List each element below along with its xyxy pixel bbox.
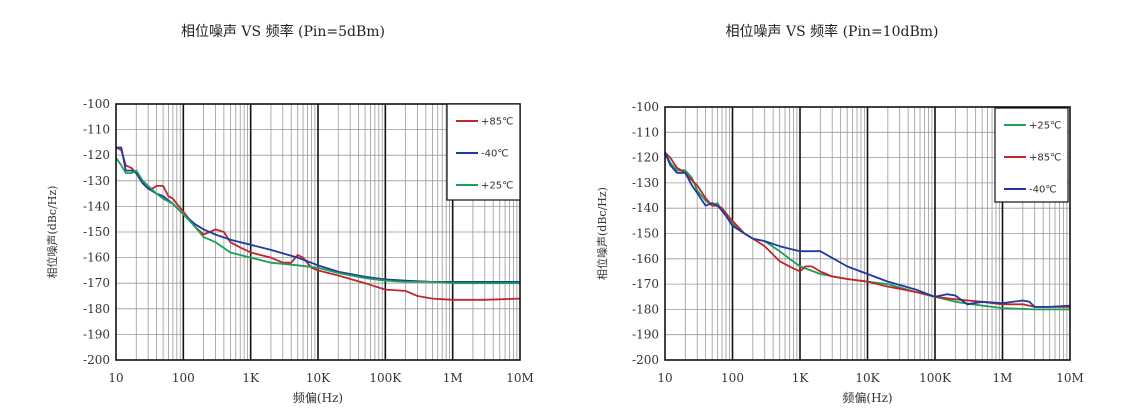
x-tick-label: 100K	[369, 371, 402, 385]
y-tick-label: -200	[83, 353, 110, 367]
grid-lines	[116, 104, 520, 360]
series-line-2	[115, 157, 520, 285]
y-tick-label: -150	[83, 225, 110, 239]
legend-label: +85℃	[1029, 153, 1061, 164]
x-tick-label: 10	[108, 371, 123, 385]
chart-pin-10dbm: -100 -110 -120 -130 -140 -150 -160 -170 -180 -190…	[595, 23, 1084, 405]
y-tick-label: -190	[83, 327, 110, 341]
plot-frame	[115, 103, 521, 361]
legend-label: -40℃	[481, 149, 509, 160]
x-tick-label: 1M	[443, 371, 463, 385]
plot-frame	[664, 106, 1071, 361]
series-line-1	[116, 146, 520, 283]
legend-label: -40℃	[1029, 185, 1057, 196]
y-tick-label: -130	[632, 176, 659, 190]
x-tick-label: 1K	[242, 371, 260, 385]
x-tick-label: 100	[721, 371, 744, 385]
y-tick-label: -180	[83, 302, 110, 316]
legend: +25℃ +85℃ -40℃	[994, 107, 1069, 203]
x-tick-label: 10K	[306, 371, 331, 385]
x-tick-label: 1M	[993, 371, 1013, 385]
y-tick-label: -180	[632, 302, 659, 316]
y-tick-label: -150	[632, 227, 659, 241]
y-axis-label: 相位噪声(dBc/Hz)	[45, 186, 59, 279]
y-tick-label: -170	[632, 277, 659, 291]
legend-label: +25℃	[1029, 121, 1061, 132]
y-tick-label: -190	[632, 328, 659, 342]
x-tick-label: 10M	[1056, 371, 1084, 385]
y-tick-label: -120	[632, 151, 659, 165]
x-tick-label: 10	[657, 371, 672, 385]
y-tick-label: -130	[83, 174, 110, 188]
y-tick-label: -140	[632, 201, 659, 215]
x-axis-label: 频偏(Hz)	[293, 390, 343, 405]
y-tick-label: -110	[83, 123, 110, 137]
x-tick-label: 100	[172, 371, 195, 385]
y-tick-label: -160	[632, 252, 659, 266]
x-axis-label: 频偏(Hz)	[842, 390, 892, 405]
series-line-1	[664, 151, 1070, 308]
chart-pin-5dbm: -100 -110 -120 -130 -140 -150 -160 -170 -180 -190…	[45, 23, 534, 405]
series-line-2	[664, 152, 1071, 308]
y-tick-label: -100	[83, 97, 110, 111]
y-tick-label: -120	[83, 148, 110, 162]
legend: +85℃ -40℃ +25℃	[446, 103, 521, 201]
x-tick-label: 100K	[919, 371, 952, 385]
y-tick-label: -140	[83, 199, 110, 213]
y-tick-label: -100	[632, 100, 659, 114]
y-tick-label: -160	[83, 251, 110, 265]
y-axis-label: 相位噪声(dBc/Hz)	[595, 187, 609, 280]
x-tick-label: 10K	[855, 371, 880, 385]
chart-title: 相位噪声 VS 频率 (Pin=10dBm)	[726, 23, 939, 40]
legend-label: +25℃	[481, 181, 513, 192]
chart-title: 相位噪声 VS 频率 (Pin=5dBm)	[181, 23, 385, 40]
legend-box	[994, 107, 1069, 203]
y-tick-label: -170	[83, 276, 110, 290]
legend-label: +85℃	[481, 117, 513, 128]
y-tick-label: -110	[632, 125, 659, 139]
y-tick-label: -200	[632, 353, 659, 367]
x-tick-label: 10M	[506, 371, 534, 385]
x-tick-label: 1K	[792, 371, 810, 385]
